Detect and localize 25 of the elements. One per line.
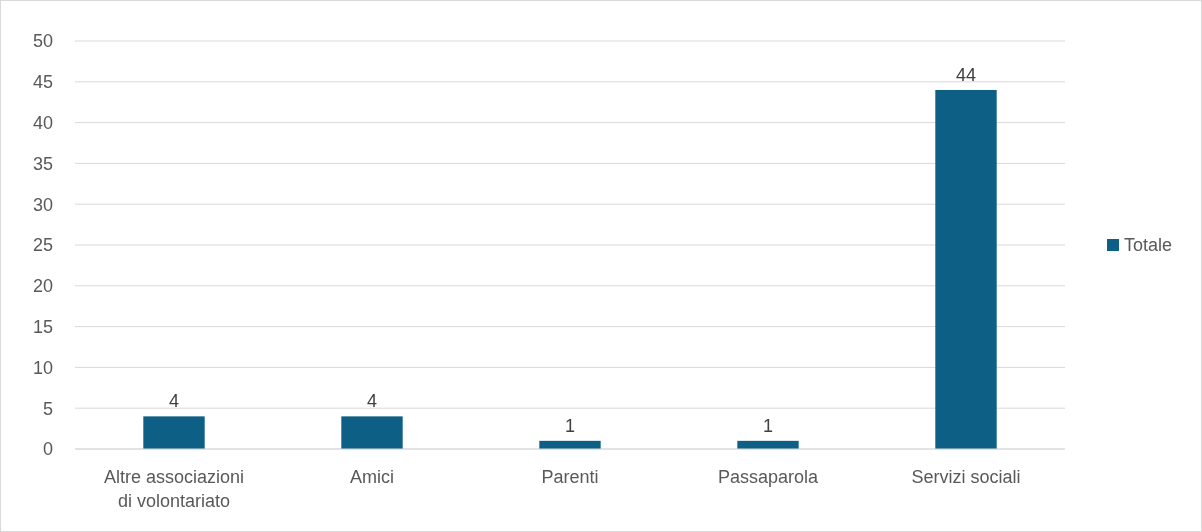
data-label: 44 xyxy=(955,64,977,85)
x-tick-label: Parenti xyxy=(541,467,599,487)
y-tick-label: 10 xyxy=(32,357,53,378)
legend-label: Totale xyxy=(1124,235,1173,256)
data-label: 4 xyxy=(366,391,378,412)
y-tick-label: 50 xyxy=(32,31,53,52)
y-tick-label: 35 xyxy=(32,153,53,174)
y-tick-label: 0 xyxy=(42,439,53,460)
x-tick-label: Servizi sociali xyxy=(911,467,1021,487)
data-label: 1 xyxy=(762,415,774,436)
x-tick-label: Amici xyxy=(350,467,394,487)
y-tick-label: 20 xyxy=(32,276,53,297)
bar xyxy=(341,416,403,449)
y-tick-label: 45 xyxy=(32,72,53,93)
bar xyxy=(935,89,997,449)
x-tick-label: Altre associazioni di volontariato xyxy=(103,467,245,511)
bar xyxy=(143,416,205,449)
y-tick-label: 40 xyxy=(32,112,53,133)
y-tick-label: 30 xyxy=(32,194,53,215)
y-tick-label: 15 xyxy=(32,316,53,337)
data-label: 1 xyxy=(564,415,576,436)
data-label: 4 xyxy=(168,391,180,412)
x-tick-label: Passaparola xyxy=(717,467,820,487)
y-tick-label: 5 xyxy=(42,398,53,419)
y-tick-label: 25 xyxy=(32,235,53,256)
